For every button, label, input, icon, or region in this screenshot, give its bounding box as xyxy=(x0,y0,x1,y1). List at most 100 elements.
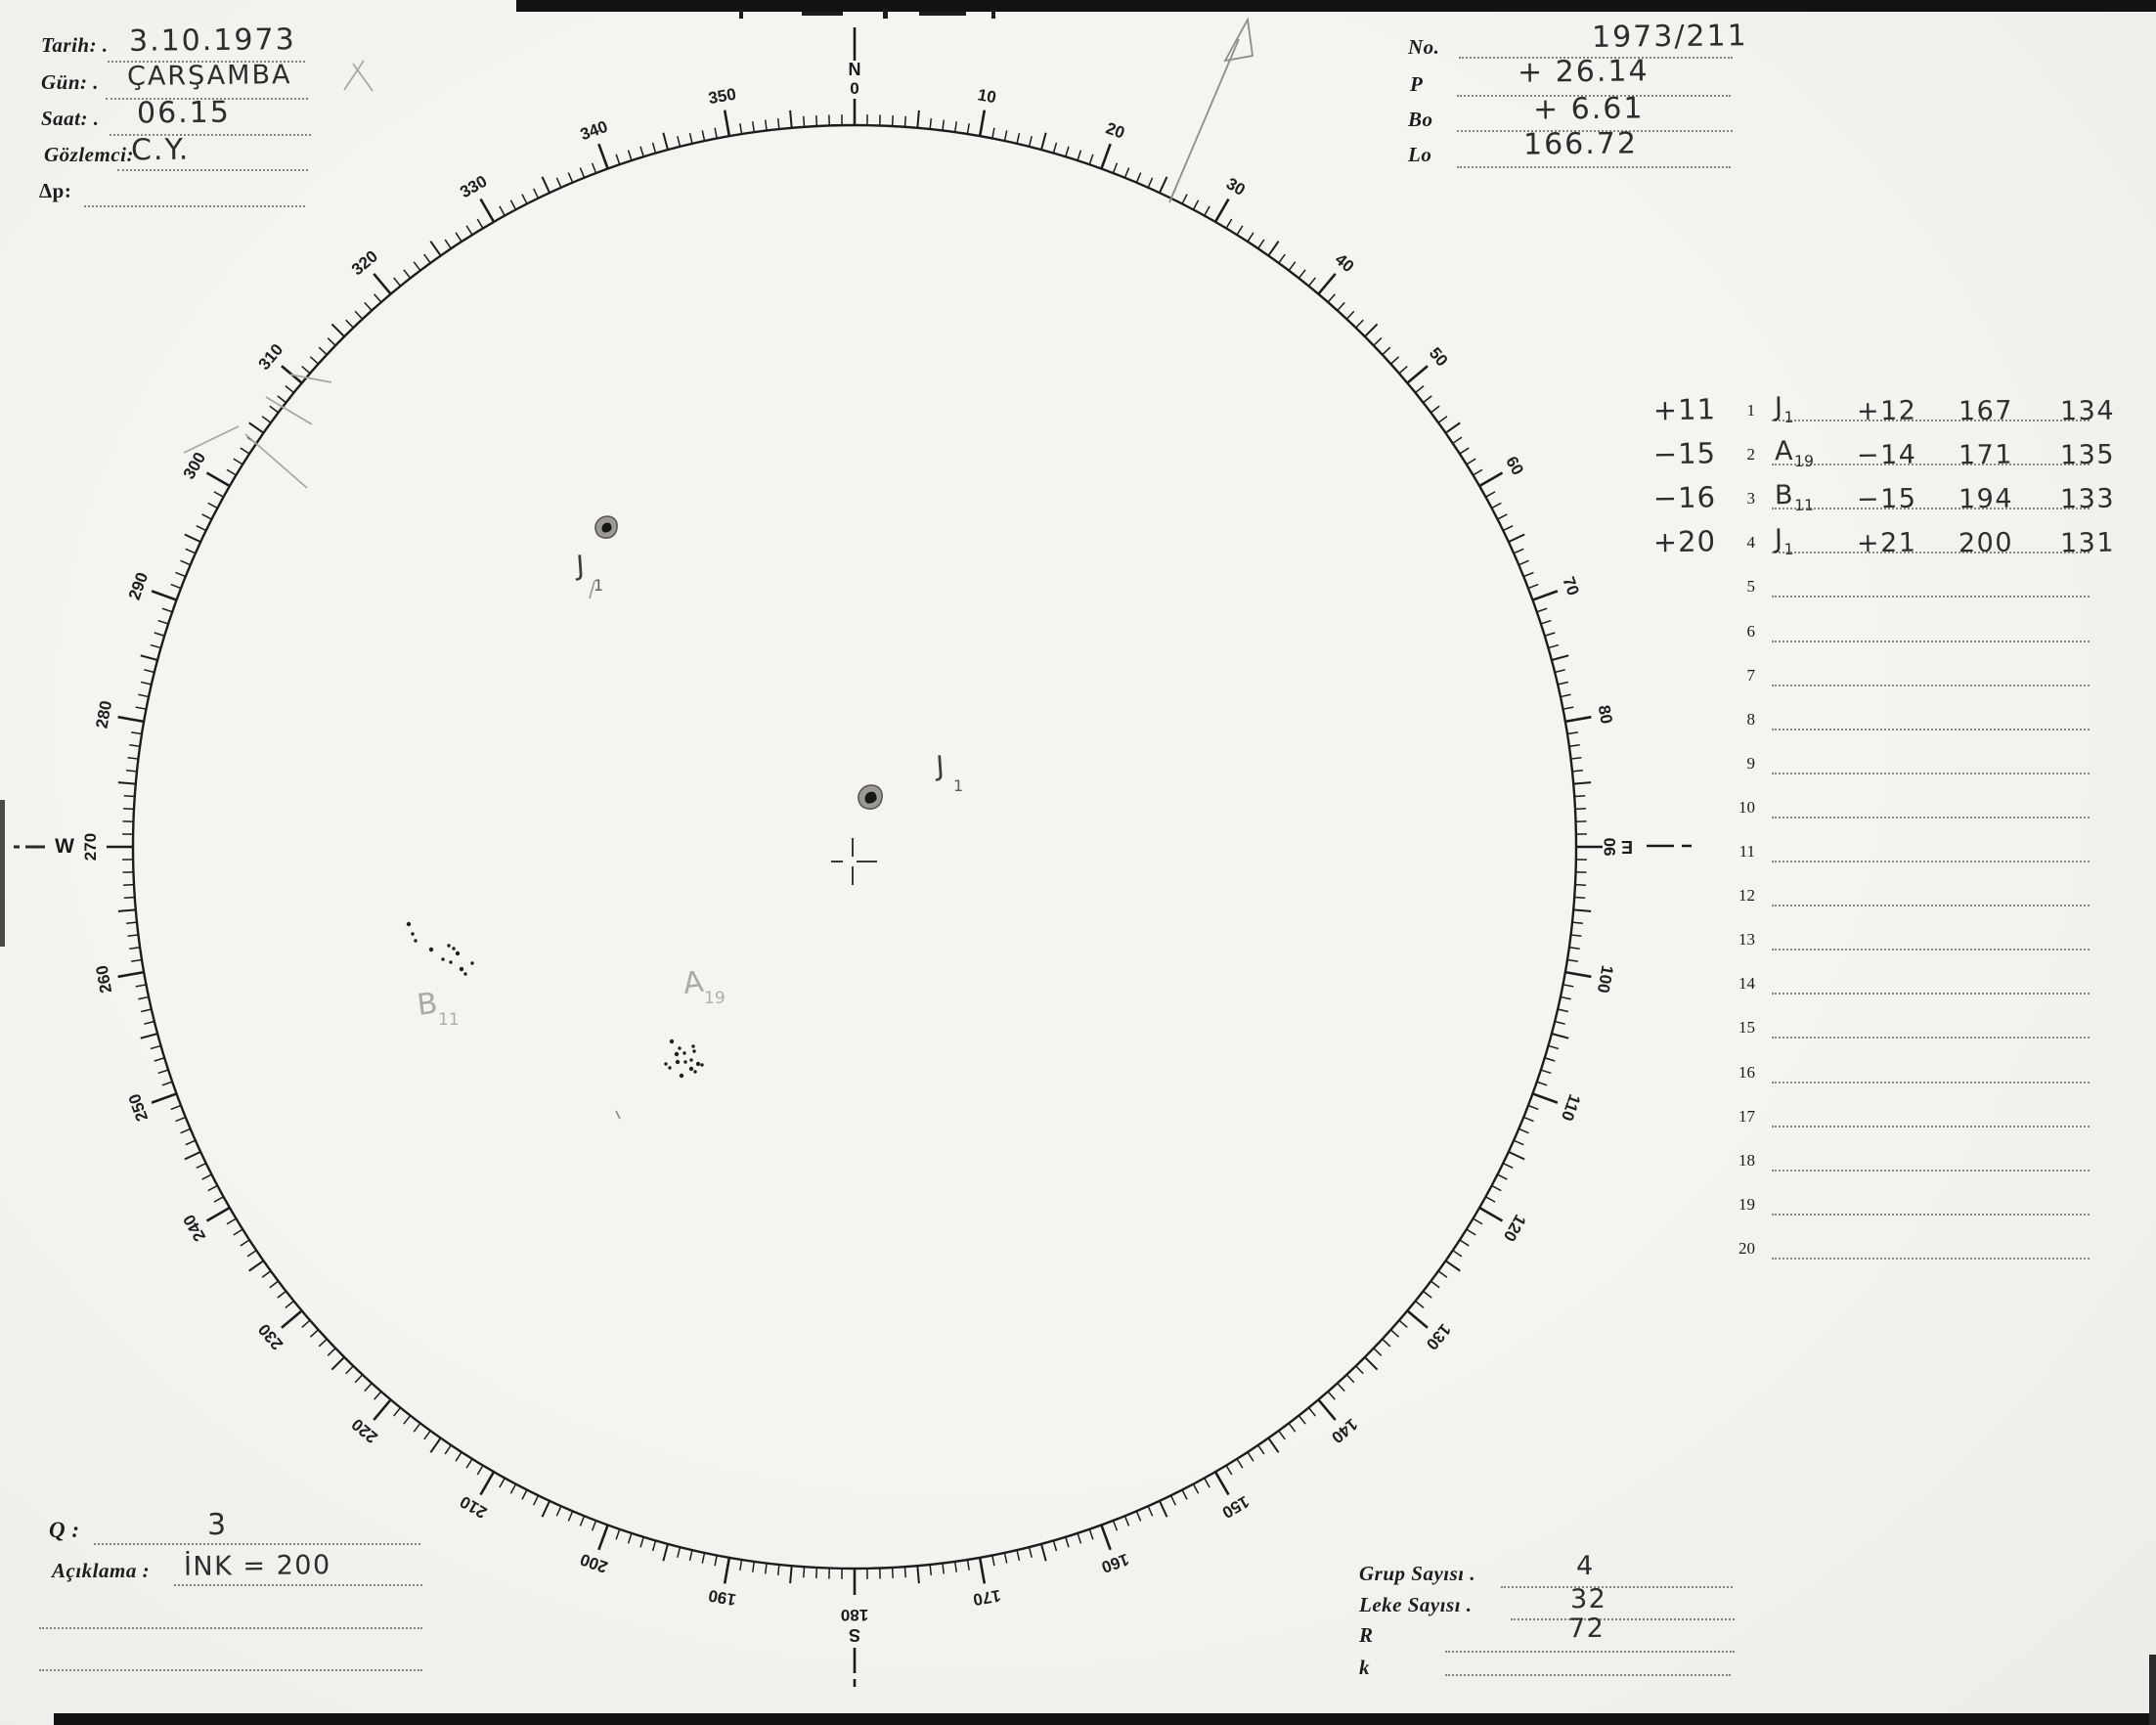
row-latitude-value: 135 xyxy=(2059,439,2116,471)
sunspot-J1-upper-left xyxy=(594,515,618,539)
dotted-line xyxy=(1772,728,2090,730)
dotted-line xyxy=(39,1627,422,1629)
row-delta-value: −14 xyxy=(1856,439,1917,471)
row-margin-value: +11 xyxy=(1652,392,1717,427)
table-row: 7 xyxy=(1648,648,2117,692)
dotted-line xyxy=(1772,1213,2090,1216)
field-value-lo: 166.72 xyxy=(1522,126,1639,162)
degree-labels: 10 20 30 40 50 60 70 80 100 110 120 130 140 150 160 170… xyxy=(93,85,1617,1610)
pencil-arrow xyxy=(1168,17,1254,203)
svg-text:E: E xyxy=(1621,837,1633,857)
dotted-line xyxy=(110,134,311,136)
row-number: 17 xyxy=(1738,1106,1755,1126)
svg-text:120: 120 xyxy=(1500,1212,1530,1245)
dotted-line xyxy=(1772,861,2090,862)
dotted-line xyxy=(1457,95,1731,97)
row-number: 8 xyxy=(1746,709,1756,729)
dotted-line xyxy=(1445,1674,1731,1676)
svg-text:N: N xyxy=(849,60,861,79)
field-label-k: k xyxy=(1359,1656,1370,1679)
dotted-line xyxy=(1501,1586,1733,1588)
table-row: 11 xyxy=(1648,824,2117,868)
row-number: 14 xyxy=(1738,974,1755,994)
row-number: 19 xyxy=(1738,1194,1755,1214)
svg-text:80: 80 xyxy=(1595,704,1616,726)
dotted-line xyxy=(108,61,305,63)
disk-center-crosshair xyxy=(831,838,877,885)
svg-text:190: 190 xyxy=(707,1586,737,1610)
field-value-saat: 06.15 xyxy=(136,95,232,131)
svg-text:20: 20 xyxy=(1103,118,1126,142)
row-longitude-value: 167 xyxy=(1958,395,2014,427)
spot-group-A19 xyxy=(664,1039,704,1079)
table-row: 3 −16 B11 −15 194 133 xyxy=(1648,471,2117,515)
svg-text:250: 250 xyxy=(125,1091,153,1124)
field-value-p: + 26.14 xyxy=(1517,54,1650,90)
dotted-line xyxy=(1772,640,2090,642)
dotted-line xyxy=(117,169,308,171)
table-row: 15 xyxy=(1648,1000,2117,1044)
row-group-subscript: 1 xyxy=(1783,540,1794,559)
field-label-delta-p: Δp: xyxy=(39,179,72,202)
table-row: 18 xyxy=(1648,1133,2117,1177)
row-delta-value: +21 xyxy=(1856,527,1917,559)
sunspot-group-label-subscript: 1 xyxy=(594,576,603,595)
sunspot-J1-center xyxy=(858,784,883,810)
row-number: 10 xyxy=(1738,797,1755,817)
svg-text:320: 320 xyxy=(348,246,381,279)
scan-left-edge xyxy=(0,800,5,947)
dotted-line xyxy=(1772,1257,2090,1260)
svg-text:350: 350 xyxy=(707,85,737,109)
spot-group-pencil-label: A xyxy=(682,965,706,1001)
table-row: 4 +20 J1 +21 200 131 xyxy=(1648,515,2117,559)
scan-right-edge xyxy=(2149,1655,2156,1725)
row-latitude-value: 133 xyxy=(2059,483,2116,515)
table-row: 12 xyxy=(1648,868,2117,912)
dotted-line xyxy=(1772,684,2090,686)
svg-text:330: 330 xyxy=(457,172,490,202)
spot-group-pencil-label-subscript: 19 xyxy=(704,989,726,1008)
dotted-line xyxy=(1772,816,2090,818)
svg-text:310: 310 xyxy=(254,340,286,374)
svg-text:140: 140 xyxy=(1328,1415,1361,1447)
row-number: 5 xyxy=(1746,577,1756,597)
field-label-leke-sayisi: Leke Sayısı . xyxy=(1359,1593,1473,1616)
row-number: 16 xyxy=(1738,1062,1755,1082)
row-group-subscript: 1 xyxy=(1783,407,1794,427)
field-value-q: 3 xyxy=(206,1507,229,1543)
dotted-line xyxy=(1457,130,1733,132)
row-delta-value: −15 xyxy=(1856,483,1917,515)
dotted-line xyxy=(1772,420,2090,421)
table-row: 19 xyxy=(1648,1177,2117,1221)
svg-text:150: 150 xyxy=(1219,1492,1253,1523)
field-value-leke-sayisi: 32 xyxy=(1569,1583,1607,1615)
field-label-q: Q : xyxy=(49,1518,80,1542)
row-number: 1 xyxy=(1746,401,1756,420)
scan-top-bar xyxy=(516,0,2156,12)
row-group-designation: A19 xyxy=(1774,436,1815,471)
row-longitude-value: 171 xyxy=(1958,439,2014,471)
row-latitude-value: 131 xyxy=(2059,527,2116,559)
svg-text:100: 100 xyxy=(1594,964,1617,995)
field-label-aciklama: Açıklama : xyxy=(52,1559,151,1582)
table-row: 1 +11 J1 +12 167 134 xyxy=(1648,383,2117,427)
row-group-subscript: 19 xyxy=(1793,451,1815,471)
dotted-line xyxy=(106,98,308,100)
row-group-designation: J1 xyxy=(1774,524,1794,559)
row-number: 11 xyxy=(1738,842,1755,861)
row-number: 6 xyxy=(1746,621,1756,641)
dotted-line xyxy=(1457,166,1731,168)
row-number: 18 xyxy=(1738,1150,1755,1170)
field-value-tarih: 3.10.1973 xyxy=(128,22,296,59)
spot-group-B11 xyxy=(406,921,474,976)
svg-text:270: 270 xyxy=(81,833,100,861)
svg-text:0: 0 xyxy=(850,79,858,98)
dial-ring xyxy=(131,123,1578,1570)
field-label-no: No. xyxy=(1408,35,1440,59)
svg-text:180: 180 xyxy=(841,1606,868,1624)
sunspot-group-label: J xyxy=(933,749,946,782)
row-number: 4 xyxy=(1746,533,1756,553)
table-row: 17 xyxy=(1648,1089,2117,1133)
